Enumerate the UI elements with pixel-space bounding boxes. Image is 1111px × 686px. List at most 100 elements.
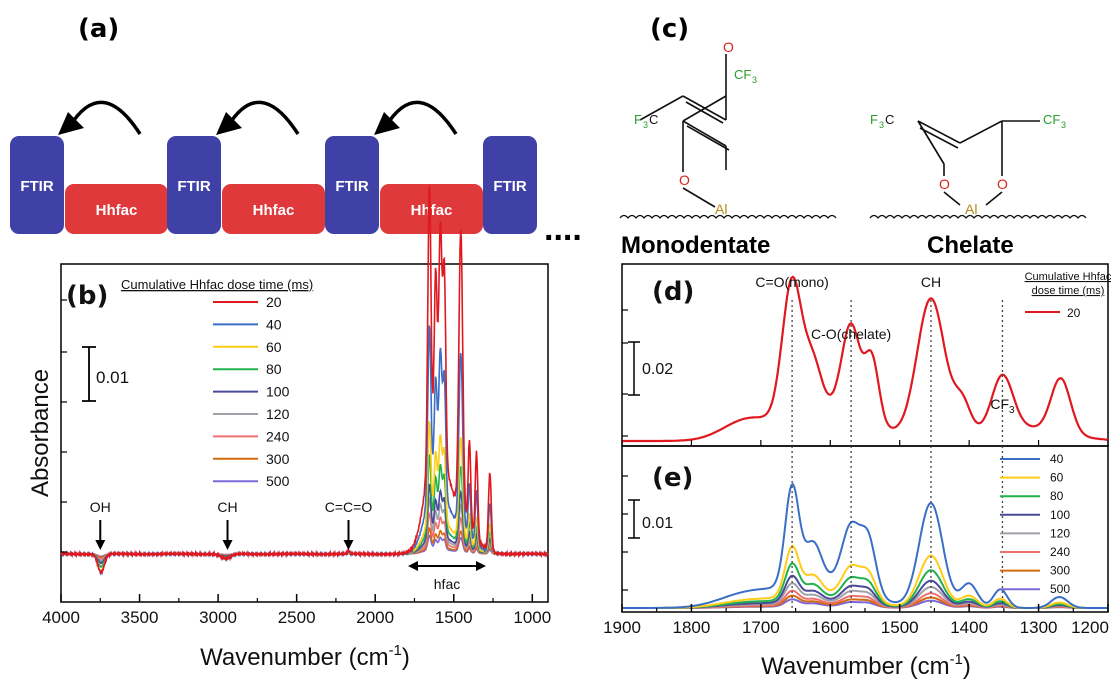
arrowhead [216,112,242,135]
x-tick-label: 1500 [435,608,473,627]
ftir-block [10,136,64,234]
legend-title: Cumulative Hhfac [1025,271,1111,283]
ftir-block [483,136,537,234]
cf3-subscript: 3 [752,75,757,85]
arrowhead [343,540,354,550]
ftir-block-label: FTIR [493,178,526,195]
f3c-carbon: C [649,112,658,127]
y-axis-label: Absorbance [27,369,54,497]
x-tick-label: 1800 [673,618,711,637]
legend-label: 240 [1050,545,1070,559]
oxygen-right: O [997,176,1008,192]
cycle-arrow [384,100,458,135]
series-line-60 [622,544,1108,609]
x-tick-label: 3500 [121,608,159,627]
panel-label-d: (d) [652,277,694,307]
legend-label: 60 [266,339,282,355]
arrowhead [222,540,233,550]
hhfac-block-label: Hhfac [96,202,138,219]
peak-label: C=O(mono) [755,274,829,290]
monodentate-backbone [639,54,727,124]
legend-label: 120 [266,406,290,422]
f3c-subscript: 3 [879,120,884,130]
ftir-block-label: FTIR [177,178,210,195]
scale-bar-label: 0.01 [642,515,673,532]
series-line-20 [622,275,1109,443]
ether-oxygen: O [679,172,690,188]
chelate-structure: F 3 C CF 3O OAl [869,112,1087,220]
x-tick-label: 1200 [1071,618,1109,637]
cf3-group: CF [734,67,751,82]
legend-label: 60 [1050,471,1064,485]
legend-label: 20 [266,294,282,310]
surface-line [869,214,1087,220]
legend-label: 80 [266,361,282,377]
aluminum-atom: Al [965,201,977,217]
legend-label: 80 [1050,489,1064,503]
legend-label: 500 [1050,582,1070,596]
ftir-block [167,136,221,234]
bond [682,187,716,208]
legend-label: 120 [1050,526,1070,540]
arrowhead [95,540,106,550]
legend-label: 500 [266,473,290,489]
scale-bar-label: 0.02 [642,361,673,378]
ftir-block-label: FTIR [20,178,53,195]
legend-label: 300 [266,451,290,467]
legend-label: 240 [266,428,290,444]
monodentate-structure [682,95,730,208]
chart-e: 40 60 80 100 120 240 300 500 0.01 (e) 1900 1800 1700… [603,445,1109,680]
legend-label: 100 [266,384,290,400]
cycle-arrow [68,100,142,135]
plot-frame [60,263,549,603]
ftir-block [325,136,379,234]
panel-label-e: (e) [652,463,693,493]
hhfac-block [222,184,325,234]
chelate-title: Chelate [927,232,1014,259]
x-tick-label: 1900 [603,618,641,637]
x-tick-label: 2000 [356,608,394,627]
x-axis-label: Wavenumber (cm-1) [761,651,971,680]
surface-line [619,214,837,220]
f3c-subscript: 3 [643,120,648,130]
hhfac-block [380,184,483,234]
bond [682,95,727,121]
hhfac-block-label: Hhfac [253,202,295,219]
series-line-20 [60,185,549,574]
chart-d: C=O(mono) C-O(chelate) CH CF3 0.02 Cumulative… [621,263,1111,447]
sequence-diagram: FTIR Hhfac FTIR Hhfac FTIR Hhfac FTIR [10,100,537,234]
scale-bar-label: 0.01 [96,368,129,387]
peak-annotation: C=C=O [325,499,373,515]
bond [682,120,727,147]
ftir-block-label: FTIR [335,178,368,195]
legend-title: Cumulative Hhfac dose time (ms) [121,277,313,292]
panel-label-b: (b) [66,281,108,311]
series-line-40 [622,482,1108,609]
x-axis-label: Wavenumber (cm-1) [200,642,410,671]
legend-title: dose time (ms) [1032,285,1105,297]
arrowhead [374,112,400,135]
f3c-group: F [634,112,642,127]
peak-label: CF3 [990,396,1015,416]
chelate-bonds [917,120,1040,206]
oxygen-left: O [939,176,950,192]
bond [639,95,684,121]
legend-label: 300 [1050,564,1070,578]
scale-bar [82,346,96,402]
x-tick-label: 1700 [742,618,780,637]
bond [686,125,730,151]
legend-label: 40 [266,316,282,332]
cf3-subscript: 3 [1061,120,1066,130]
monodentate-title: Monodentate [621,232,770,259]
scale-bar [628,499,640,539]
x-tick-label: 1400 [950,618,988,637]
range-label: hfac [434,576,460,592]
carbonyl-oxygen: O [723,39,734,55]
peak-label: CH [921,274,941,290]
x-tick-label: 1300 [1020,618,1058,637]
hhfac-block-label: Hhfac [411,202,453,219]
aluminum-atom: Al [715,201,727,217]
peak-annotation: OH [90,499,111,515]
